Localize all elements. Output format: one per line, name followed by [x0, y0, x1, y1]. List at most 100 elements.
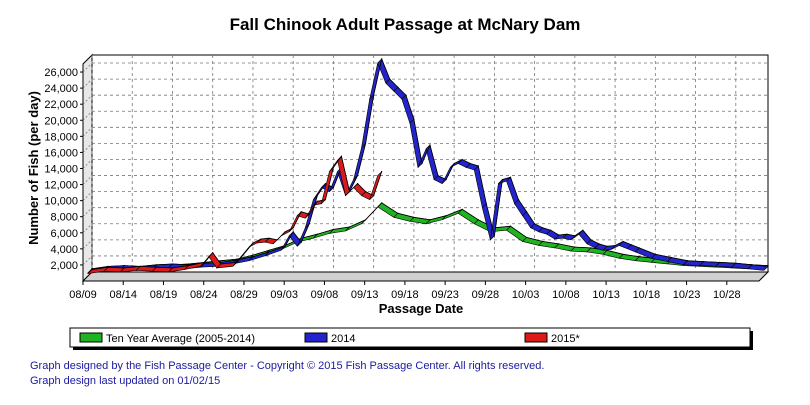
data-point [453, 162, 455, 165]
plot-frame [81, 53, 770, 283]
data-point [469, 162, 471, 165]
y-tick-label: 6,000 [50, 228, 78, 240]
data-point [252, 242, 254, 244]
data-point [493, 235, 495, 237]
data-point [590, 247, 592, 249]
x-tick-label: 09/23 [431, 289, 459, 301]
legend-label-0: Ten Year Average (2005-2014) [106, 333, 255, 345]
plot-floor [81, 271, 770, 282]
data-point [268, 249, 270, 251]
data-point [606, 245, 608, 247]
data-point [155, 266, 157, 268]
series-2 [87, 155, 383, 275]
x-tick-label: 08/09 [69, 289, 97, 301]
data-point [348, 226, 351, 228]
y-tick-label: 18,000 [44, 131, 78, 143]
data-point [268, 237, 270, 239]
y-axis-ticks: 2,000 4,000 6,000 8,000 10,000 12,000 14,000 16… [44, 67, 83, 272]
y-tick-label: 20,000 [44, 115, 78, 127]
data-point [542, 227, 544, 229]
data-point [123, 264, 125, 267]
x-tick-label: 08/24 [190, 289, 218, 301]
data-point [187, 264, 190, 267]
data-point [292, 227, 294, 229]
y-tick-label: 24,000 [44, 83, 78, 95]
data-point [485, 203, 487, 205]
data-point [365, 142, 367, 145]
data-point [550, 229, 552, 231]
data-point [461, 158, 463, 161]
y-tick-label: 22,000 [44, 99, 78, 111]
data-point [236, 259, 238, 261]
data-point [566, 233, 568, 235]
data-point [630, 244, 632, 246]
data-point [598, 243, 600, 245]
data-point [590, 239, 592, 241]
legend-swatch-1 [304, 332, 328, 343]
y-tick-label: 8,000 [50, 212, 78, 224]
data-point [316, 233, 318, 235]
x-tick-label: 08/29 [230, 289, 258, 301]
data-point [332, 187, 335, 189]
data-point [638, 256, 640, 258]
series-line [91, 155, 383, 270]
data-point [558, 243, 560, 245]
data-point [509, 176, 512, 178]
data-point [622, 240, 624, 243]
legend-box [69, 327, 751, 348]
x-tick-label: 09/13 [351, 289, 379, 301]
footer-copyright: Graph designed by the Fish Passage Cente… [30, 360, 545, 372]
data-point [719, 261, 721, 263]
data-point [429, 219, 431, 221]
data-point [501, 178, 504, 181]
data-point [212, 252, 214, 254]
data-point [686, 260, 689, 262]
data-point [284, 245, 286, 247]
data-point [365, 219, 367, 221]
data-point [220, 263, 222, 265]
y-tick-label: 16,000 [44, 147, 78, 159]
data-point [324, 182, 326, 185]
x-tick-label: 09/18 [391, 289, 419, 301]
data-point [638, 247, 640, 249]
data-point [316, 200, 318, 202]
data-point [735, 262, 737, 264]
x-tick-label: 08/14 [109, 289, 137, 301]
data-point [767, 265, 769, 267]
data-point [252, 256, 254, 258]
data-point [107, 266, 109, 268]
data-point [123, 267, 125, 269]
data-point [477, 219, 479, 221]
data-point [509, 225, 512, 227]
data-point [171, 267, 174, 269]
data-point [389, 78, 391, 80]
data-point [429, 144, 431, 146]
footer-updated: Graph design last updated on 01/02/15 [30, 375, 221, 387]
y-tick-label: 12,000 [44, 180, 78, 192]
data-point [308, 213, 310, 215]
data-point [413, 216, 415, 218]
data-point [525, 236, 528, 239]
data-point [236, 261, 238, 263]
data-point [324, 199, 326, 201]
y-tick-label: 2,000 [50, 260, 78, 272]
data-point [381, 202, 383, 204]
data-point [340, 155, 343, 157]
data-point [445, 215, 447, 217]
data-point [268, 251, 270, 253]
data-point [525, 211, 528, 213]
data-point [171, 263, 174, 265]
data-point [300, 241, 302, 243]
data-point [654, 253, 656, 255]
data-point [405, 94, 407, 96]
data-point [91, 268, 93, 271]
series-layer [87, 57, 769, 275]
x-tick-label: 09/03 [270, 289, 298, 301]
data-point [517, 199, 520, 201]
data-point [332, 228, 335, 231]
y-tick-label: 4,000 [50, 244, 78, 256]
data-point [332, 166, 335, 169]
data-point [260, 238, 262, 240]
data-point [300, 211, 302, 213]
